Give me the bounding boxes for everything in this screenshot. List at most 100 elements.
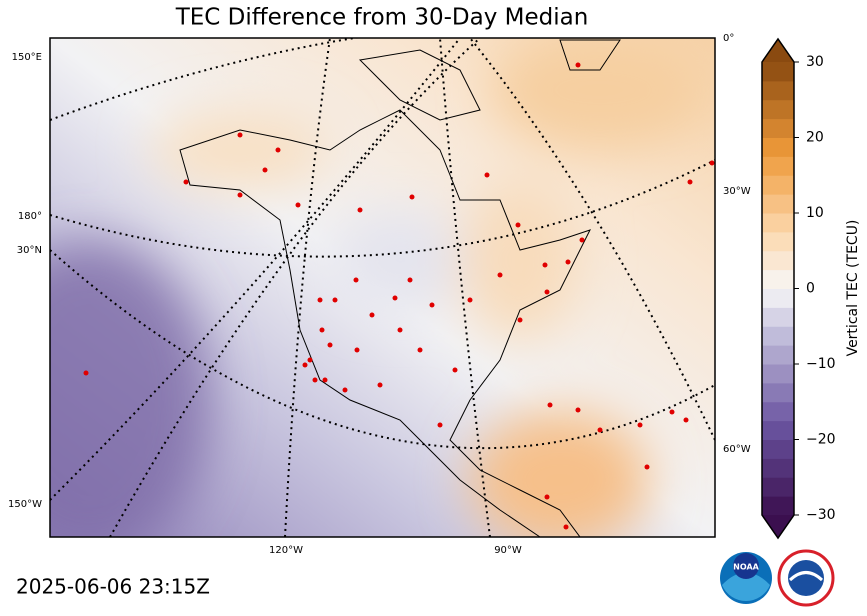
color-step: [762, 269, 794, 289]
colorbar-tick-label: −10: [806, 356, 836, 372]
station: [669, 409, 675, 415]
station: [452, 367, 458, 373]
grid-label: 0°: [723, 33, 734, 44]
station: [687, 179, 693, 185]
station: [317, 297, 323, 303]
station: [544, 289, 550, 295]
station: [237, 132, 243, 138]
grid-label: 120°W: [269, 545, 303, 556]
title: TEC Difference from 30-Day Median: [175, 5, 589, 31]
extend-high: [762, 39, 794, 62]
station: [322, 377, 328, 383]
station: [484, 172, 490, 178]
color-step: [762, 175, 794, 195]
station: [353, 277, 359, 283]
station: [515, 222, 521, 228]
station: [183, 179, 189, 185]
color-step: [762, 137, 794, 157]
station: [307, 357, 313, 363]
color-step: [762, 194, 794, 214]
station: [342, 387, 348, 393]
nws-logo: [777, 549, 835, 607]
noaa-logo: NOAA: [720, 552, 772, 604]
station: [302, 362, 308, 368]
station: [83, 370, 89, 376]
station: [295, 202, 301, 208]
grid-label: 150°W: [8, 499, 42, 510]
colorbar-tick-label: −20: [806, 432, 836, 448]
logo-text: NOAA: [733, 563, 759, 572]
station: [237, 192, 243, 198]
station: [579, 237, 585, 243]
color-step: [762, 364, 794, 384]
station: [683, 417, 689, 423]
station: [575, 407, 581, 413]
grid-label: 60°W: [723, 444, 751, 455]
map: [50, 38, 715, 537]
station: [409, 194, 415, 200]
grid-label: 180°: [18, 211, 42, 222]
color-step: [762, 80, 794, 101]
station: [332, 297, 338, 303]
station: [467, 297, 473, 303]
station: [563, 524, 569, 530]
colorbar-tick-label: 10: [806, 205, 824, 221]
station: [312, 377, 318, 383]
color-step: [762, 156, 794, 176]
grid-label: 90°W: [494, 545, 522, 556]
color-step: [762, 477, 794, 497]
timestamp: 2025-06-06 23:15Z: [16, 575, 210, 599]
station: [497, 272, 503, 278]
station: [544, 494, 550, 500]
station: [565, 259, 571, 265]
color-step: [762, 250, 794, 271]
color-step: [762, 458, 794, 478]
color-step: [762, 288, 794, 308]
station: [637, 422, 643, 428]
color-step: [762, 99, 794, 120]
color-step: [762, 326, 794, 346]
station: [354, 347, 360, 353]
station: [357, 207, 363, 213]
color-step: [762, 496, 794, 516]
station: [397, 327, 403, 333]
extend-low: [762, 515, 794, 538]
station: [437, 422, 443, 428]
color-step: [762, 213, 794, 233]
color-step: [762, 231, 794, 252]
station: [644, 464, 650, 470]
station: [319, 327, 325, 333]
station: [275, 147, 281, 153]
station: [407, 277, 413, 283]
grid-label: 150°E: [12, 52, 42, 63]
station: [575, 62, 581, 68]
station: [369, 312, 375, 318]
colorbar: −30 −20 −10 0 10 20 30: [761, 37, 836, 540]
color-step: [762, 345, 794, 365]
station: [417, 347, 423, 353]
station: [262, 167, 268, 173]
color-step: [762, 439, 794, 459]
grid-label: 30°N: [17, 245, 42, 256]
station: [709, 160, 715, 166]
colorbar-label: Vertical TEC (TECU): [845, 220, 861, 357]
station: [429, 302, 435, 308]
color-step: [762, 420, 794, 440]
color-step: [762, 307, 794, 327]
color-step: [762, 118, 794, 138]
colorbar-tick-label: 20: [806, 130, 824, 146]
colorbar-tick-label: 0: [806, 281, 815, 297]
station: [517, 317, 523, 323]
station: [392, 295, 398, 301]
colorbar-tick-label: 30: [806, 54, 824, 70]
station: [597, 427, 603, 433]
station: [542, 262, 548, 268]
station: [327, 342, 333, 348]
color-step: [762, 62, 794, 82]
grid-label: 30°W: [723, 186, 751, 197]
color-step: [762, 401, 794, 422]
map-frame: [49, 37, 716, 538]
station: [547, 402, 553, 408]
color-step: [762, 382, 794, 403]
